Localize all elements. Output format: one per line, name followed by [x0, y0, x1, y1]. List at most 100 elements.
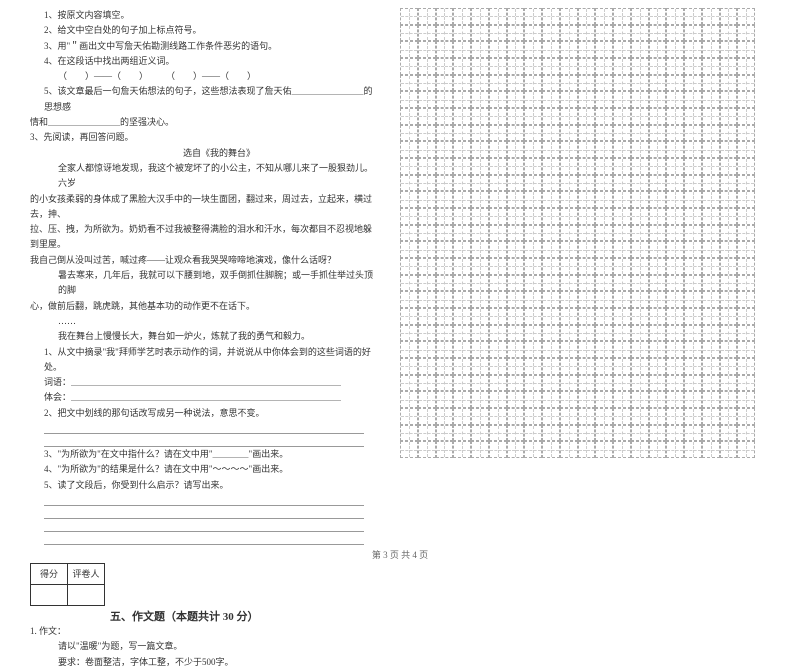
grid-cell	[453, 358, 471, 375]
grid-cell	[542, 341, 560, 358]
grid-cell	[613, 308, 631, 325]
score-cell-1	[31, 584, 68, 605]
grid-cell	[684, 375, 702, 392]
grid-cell	[720, 241, 738, 258]
grid-cell	[471, 241, 489, 258]
grid-cell	[631, 325, 649, 342]
grid-cell	[542, 158, 560, 175]
grid-cell	[418, 191, 436, 208]
text-line	[44, 519, 364, 532]
grid-cell	[684, 208, 702, 225]
grid-cell	[400, 408, 418, 425]
page: 1、按原文内容填空。2、给文中空白处的句子加上标点符号。3、用"＂画出文中写詹天…	[0, 0, 800, 565]
grid-cell	[684, 275, 702, 292]
grid-cell	[489, 308, 507, 325]
char-grid	[400, 158, 755, 308]
grid-cell	[542, 175, 560, 192]
grid-cell	[524, 391, 542, 408]
grid-cell	[436, 75, 454, 92]
grid-cell	[702, 158, 720, 175]
grid-cell	[542, 191, 560, 208]
grid-cell	[613, 91, 631, 108]
grid-cell	[560, 291, 578, 308]
grid-cell	[507, 425, 525, 442]
grid-cell	[578, 191, 596, 208]
grid-cell	[471, 441, 489, 458]
grid-cell	[453, 308, 471, 325]
grid-cell	[489, 191, 507, 208]
grid-cell	[666, 425, 684, 442]
grid-cell	[737, 158, 755, 175]
grid-cell	[666, 308, 684, 325]
grid-cell	[595, 141, 613, 158]
grid-cell	[737, 375, 755, 392]
grid-cell	[418, 175, 436, 192]
grid-cell	[524, 175, 542, 192]
grid-cell	[631, 208, 649, 225]
grid-cell	[684, 341, 702, 358]
essay-line: 要求：卷面整洁，字体工整，不少于500字。	[30, 655, 380, 670]
grid-cell	[542, 308, 560, 325]
grid-cell	[436, 291, 454, 308]
grid-cell	[400, 241, 418, 258]
grid-cell	[720, 191, 738, 208]
grid-cell	[507, 325, 525, 342]
grid-cell	[453, 258, 471, 275]
grid-cell	[400, 208, 418, 225]
grid-cell	[720, 141, 738, 158]
page-footer: 第 3 页 共 4 页	[0, 548, 800, 561]
grid-cell	[613, 125, 631, 142]
grid-cell	[631, 108, 649, 125]
grid-cell	[560, 391, 578, 408]
grid-cell	[684, 358, 702, 375]
grid-cell	[649, 375, 667, 392]
grid-cell	[666, 258, 684, 275]
grid-cell	[649, 225, 667, 242]
grid-cell	[560, 75, 578, 92]
grid-cell	[400, 8, 418, 25]
grid-cell	[649, 425, 667, 442]
grid-cell	[595, 41, 613, 58]
text-line: 全家人都惊讶地发现，我这个被宠坏了的小公主，不知从哪儿来了一股狠劲儿。六岁	[30, 161, 380, 192]
grid-cell	[560, 275, 578, 292]
grid-cell	[666, 241, 684, 258]
grid-cell	[542, 408, 560, 425]
grid-cell	[631, 258, 649, 275]
grid-cell	[453, 8, 471, 25]
grid-cell	[418, 75, 436, 92]
grid-cell	[418, 225, 436, 242]
grid-cell	[418, 25, 436, 42]
grid-cell	[542, 375, 560, 392]
grid-cell	[436, 325, 454, 342]
grid-cell	[613, 191, 631, 208]
grid-cell	[418, 275, 436, 292]
grid-cell	[737, 408, 755, 425]
grid-cell	[489, 425, 507, 442]
grid-cell	[507, 191, 525, 208]
grid-cell	[613, 8, 631, 25]
grid-cell	[436, 208, 454, 225]
grid-cell	[542, 425, 560, 442]
grid-cell	[666, 225, 684, 242]
grid-cell	[595, 325, 613, 342]
grid-cell	[737, 441, 755, 458]
grid-cell	[702, 225, 720, 242]
grid-cell	[560, 91, 578, 108]
grid-cell	[418, 141, 436, 158]
grid-cell	[737, 358, 755, 375]
grid-cell	[489, 25, 507, 42]
text-line	[44, 506, 364, 519]
grid-cell	[702, 208, 720, 225]
grid-cell	[471, 341, 489, 358]
grid-cell	[507, 58, 525, 75]
grid-cell	[631, 25, 649, 42]
grid-cell	[578, 341, 596, 358]
grid-cell	[613, 375, 631, 392]
grid-cell	[489, 175, 507, 192]
grid-cell	[702, 308, 720, 325]
grid-cell	[631, 158, 649, 175]
grid-cell	[400, 291, 418, 308]
grid-cell	[507, 75, 525, 92]
text-line: 4、在这段话中找出两组近义词。	[30, 54, 380, 69]
grid-cell	[613, 25, 631, 42]
